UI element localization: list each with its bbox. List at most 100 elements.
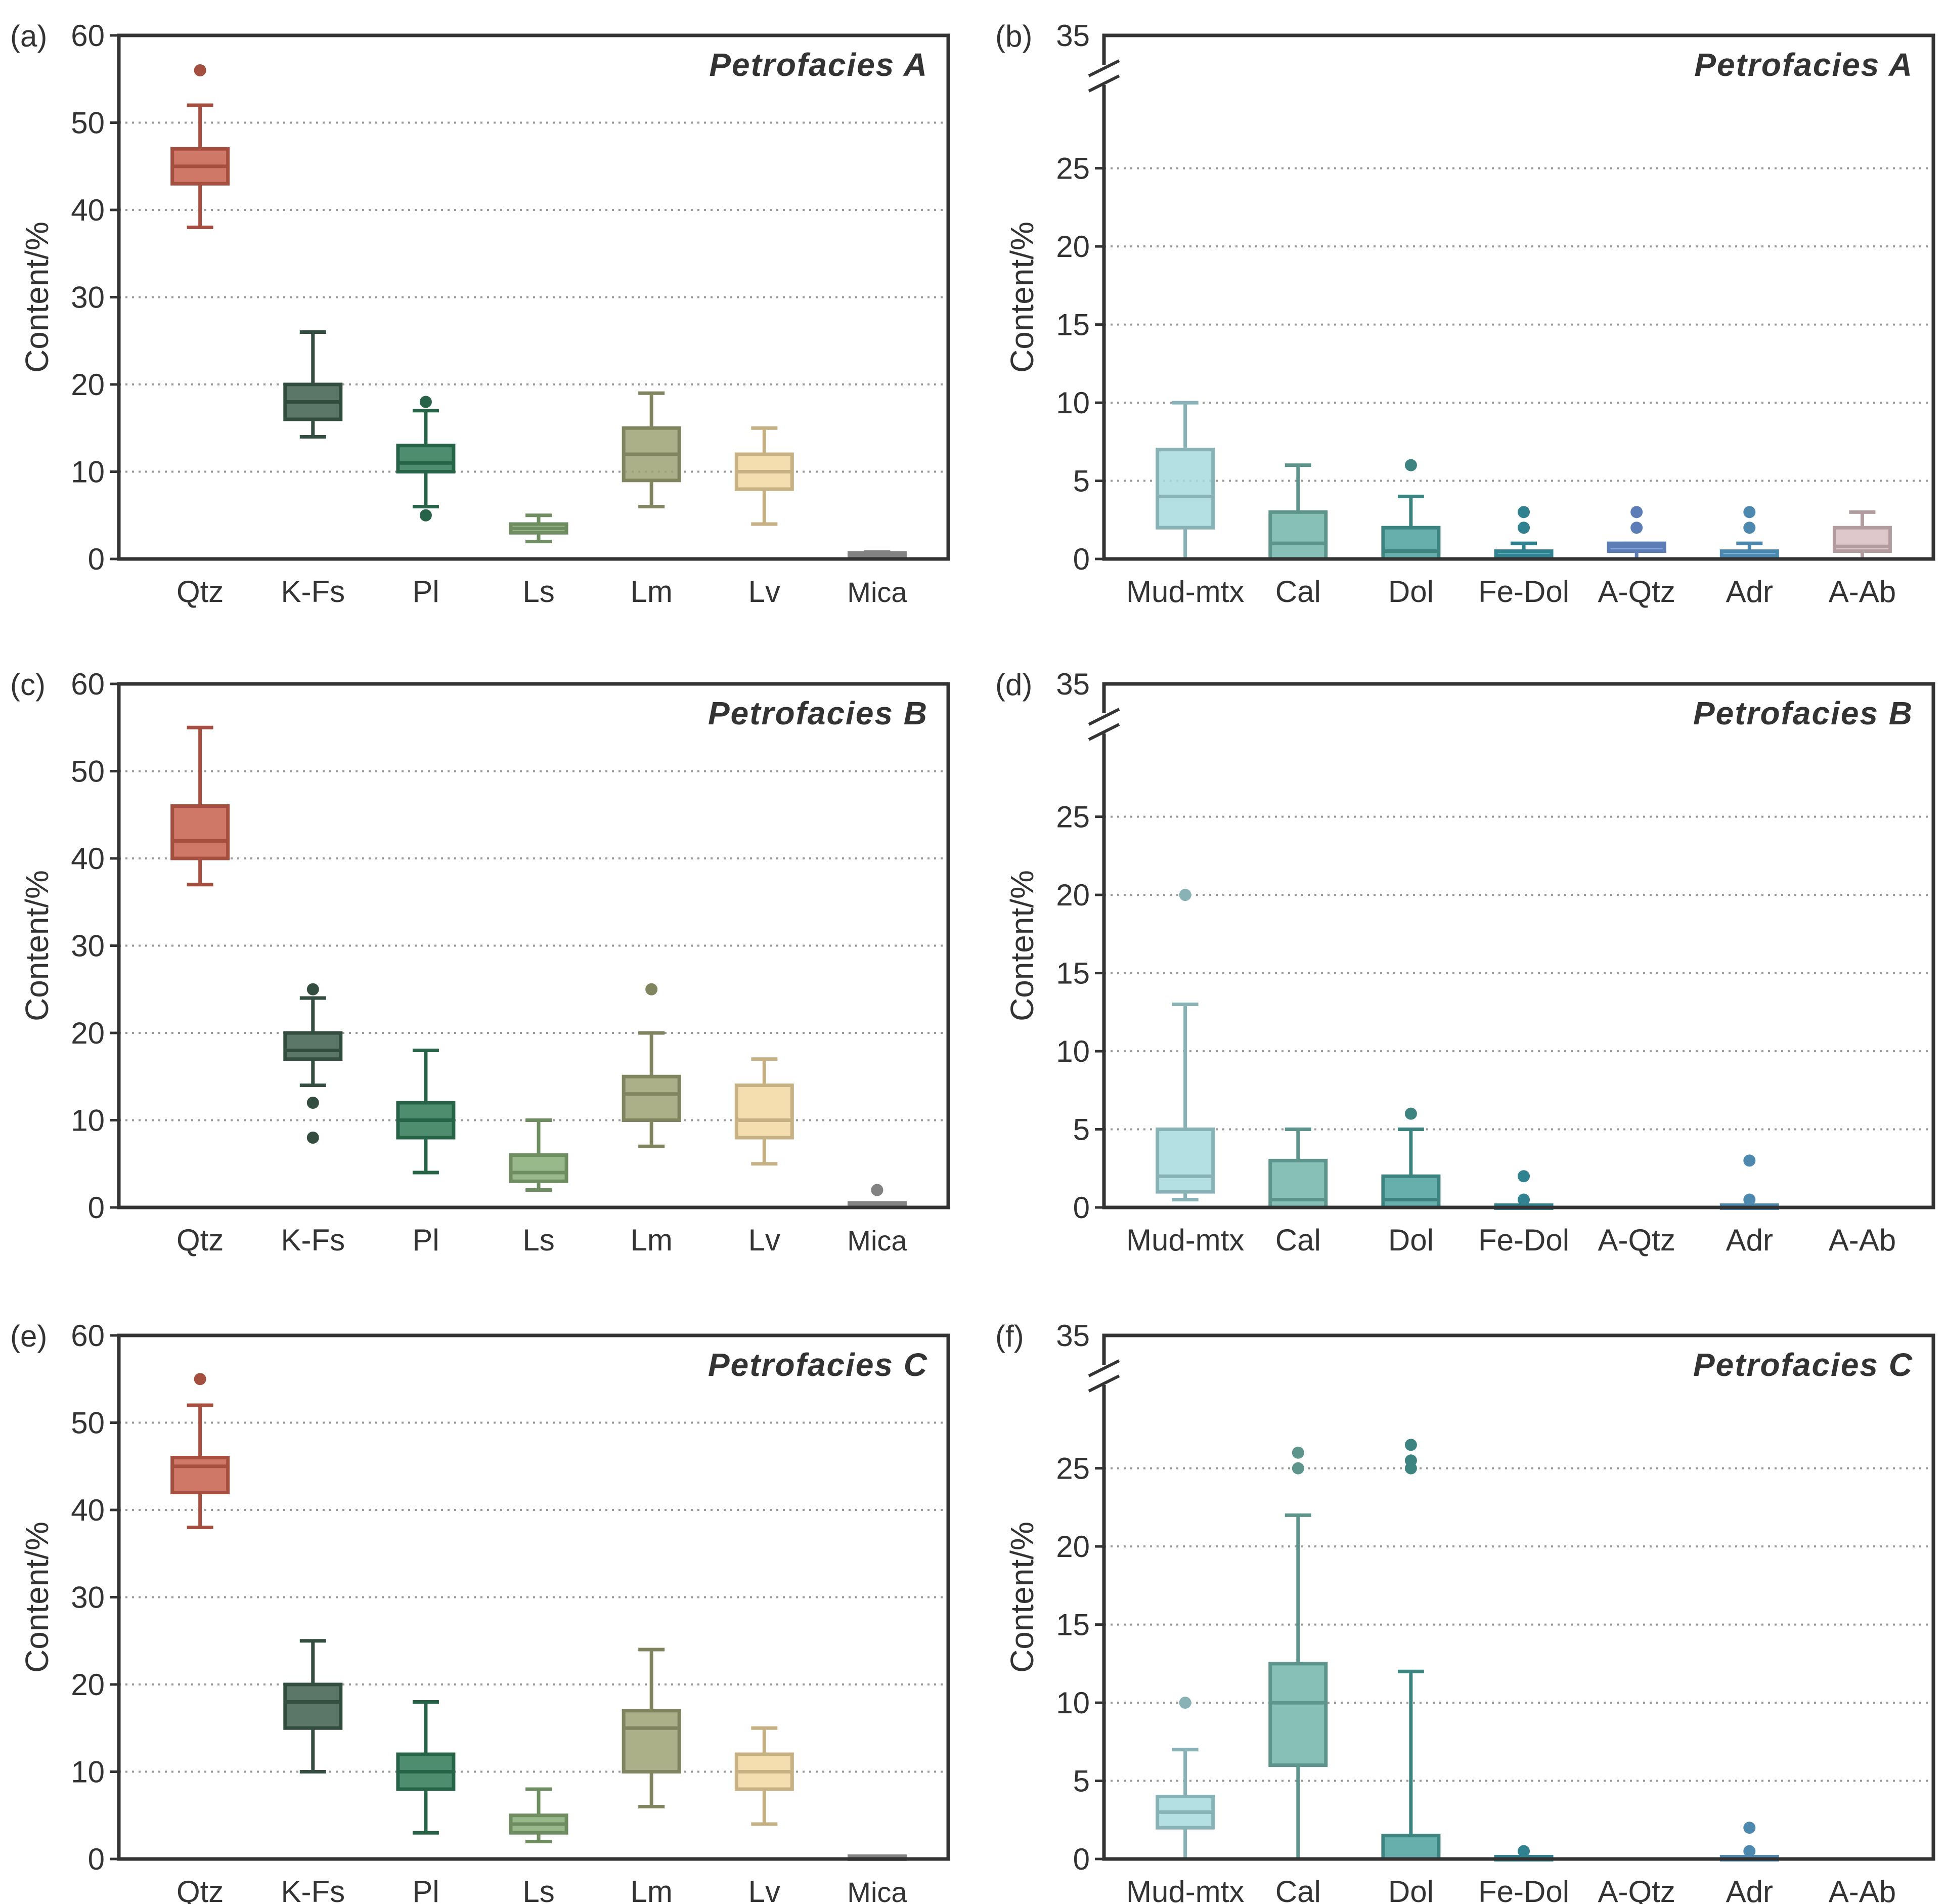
- box-lm: [622, 983, 681, 1148]
- chart-panel-d: 0 5 10 15 20 25 35 Mud-mtx Cal Dol Fe-Dol A-Qtz Adr A…: [995, 667, 1935, 1257]
- y-tick-label: 5: [1073, 1764, 1090, 1798]
- outlier-point: [194, 1373, 206, 1386]
- x-tick-label: Adr: [1726, 575, 1773, 609]
- outlier-point: [306, 1097, 319, 1109]
- outlier-point: [306, 983, 319, 996]
- x-tick-label: A-Qtz: [1598, 1223, 1675, 1257]
- box-mica: [847, 1184, 907, 1209]
- box-iqr: [734, 1084, 794, 1140]
- box-lm: [622, 391, 681, 508]
- x-tick-label: Mud-mtx: [1126, 575, 1244, 609]
- axis-break-mark: [1088, 1374, 1120, 1393]
- box-fe-dol: [1494, 506, 1554, 561]
- x-tick-label: A-Ab: [1829, 1875, 1896, 1904]
- y-tick-label: 20: [71, 1668, 105, 1702]
- y-tick-label: 35: [1056, 667, 1090, 701]
- chart-panel-e: 0 10 20 30 40 50 60 Qtz K-Fs Pl Ls Lm Lv Mica (e) Petro…: [10, 1319, 950, 1904]
- y-tick-label: 10: [71, 1755, 105, 1789]
- box-iqr: [509, 1153, 568, 1183]
- outlier-point: [1630, 522, 1643, 534]
- box-mud-mtx: [1156, 889, 1215, 1202]
- y-tick-label: 10: [1056, 1034, 1090, 1068]
- outlier-point: [1404, 1439, 1417, 1451]
- box-ls: [509, 1787, 568, 1843]
- x-tick-label: Mica: [847, 576, 907, 608]
- y-tick-label: 5: [1073, 464, 1090, 498]
- box-iqr: [1156, 1128, 1215, 1194]
- x-tick-label: Mica: [847, 1876, 907, 1904]
- x-tick-label: Dol: [1388, 1875, 1434, 1904]
- x-tick-label: Fe-Dol: [1478, 575, 1569, 609]
- box-pl: [396, 1700, 456, 1835]
- y-tick-label: 15: [1056, 957, 1090, 990]
- x-tick-label: Ls: [522, 575, 554, 609]
- box-adr: [1719, 1822, 1779, 1862]
- box-fe-dol: [1494, 1170, 1554, 1210]
- x-tick-label: A-Ab: [1829, 575, 1896, 609]
- box-cal: [1268, 1128, 1328, 1209]
- outlier-point: [1292, 1446, 1304, 1459]
- y-tick-label: 30: [71, 281, 105, 315]
- x-tick-label: Lm: [630, 1223, 672, 1257]
- outlier-point: [1179, 889, 1191, 901]
- y-tick-label: 0: [88, 1842, 105, 1876]
- box-mica: [847, 550, 907, 558]
- y-tick-label: 50: [71, 1406, 105, 1440]
- box-iqr: [170, 804, 230, 860]
- outlier-point: [1743, 1193, 1756, 1206]
- outlier-point: [1518, 506, 1530, 518]
- panel-label: (f): [995, 1319, 1024, 1353]
- box-iqr: [396, 444, 456, 473]
- box-lv: [734, 1057, 794, 1166]
- y-tick-label: 25: [1056, 152, 1090, 186]
- y-axis-label: Content/%: [1004, 870, 1040, 1021]
- x-tick-label: K-Fs: [281, 1223, 345, 1257]
- x-tick-label: Lv: [748, 575, 780, 609]
- outlier-point: [1404, 1454, 1417, 1467]
- y-tick-label: 20: [71, 1016, 105, 1050]
- x-tick-label: Lv: [748, 1875, 780, 1904]
- y-tick-label: 5: [1073, 1113, 1090, 1147]
- panel-label: (b): [995, 19, 1032, 53]
- y-tick-label: 40: [71, 1493, 105, 1527]
- box-dol: [1381, 1107, 1441, 1209]
- box-dol: [1381, 1439, 1441, 1861]
- panel-title: Petrofacies C: [708, 1347, 928, 1383]
- y-tick-label: 0: [1073, 1842, 1090, 1876]
- y-tick-label: 35: [1056, 19, 1090, 53]
- y-tick-label: 20: [1056, 1530, 1090, 1564]
- box-k-fs: [283, 983, 343, 1144]
- axis-break-mark: [1088, 708, 1120, 726]
- box-lv: [734, 1726, 794, 1826]
- x-tick-label: Adr: [1726, 1875, 1773, 1904]
- outlier-point: [194, 64, 206, 76]
- y-tick-label: 50: [71, 755, 105, 789]
- box-iqr: [1156, 448, 1215, 530]
- box-iqr: [622, 1709, 681, 1773]
- chart-panel-a: 0 10 20 30 40 50 60 Qtz K-Fs Pl Ls Lm Lv Mica (a) Petro…: [10, 19, 950, 609]
- x-tick-label: A-Qtz: [1598, 1875, 1675, 1904]
- chart-panel-b: 0 5 10 15 20 25 35 Mud-mtx Cal Dol Fe-Dol A-Qtz Adr A…: [995, 19, 1935, 609]
- y-tick-label: 25: [1056, 800, 1090, 834]
- plot-frame: [117, 682, 950, 1209]
- panel-title: Petrofacies A: [1694, 47, 1913, 83]
- x-tick-label: A-Ab: [1829, 1223, 1896, 1257]
- y-tick-label: 10: [1056, 386, 1090, 420]
- box-iqr: [283, 1682, 343, 1730]
- x-tick-label: Mud-mtx: [1126, 1875, 1244, 1904]
- y-tick-label: 30: [71, 929, 105, 963]
- axis-break-mark: [1088, 723, 1120, 741]
- plot-frame: [1102, 1333, 1935, 1861]
- y-tick-label: 20: [1056, 878, 1090, 912]
- panel-label: (c): [10, 668, 46, 702]
- x-tick-label: Dol: [1388, 1223, 1434, 1257]
- y-tick-label: 60: [71, 667, 105, 701]
- outlier-point: [1518, 1193, 1530, 1206]
- box-cal: [1268, 1446, 1328, 1861]
- box-iqr: [622, 1074, 681, 1122]
- outlier-point: [645, 983, 658, 996]
- y-tick-label: 40: [71, 193, 105, 227]
- box-pl: [396, 1049, 456, 1175]
- outlier-point: [1292, 1462, 1304, 1475]
- box-iqr: [1381, 1834, 1441, 1861]
